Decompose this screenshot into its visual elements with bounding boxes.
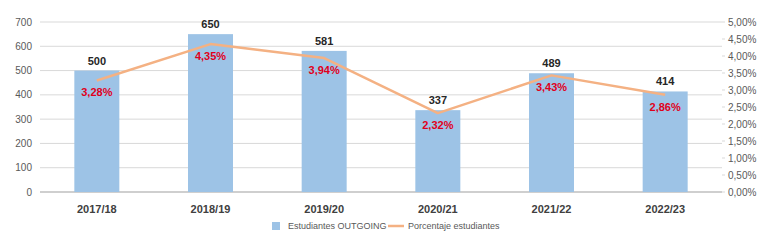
grid-line xyxy=(40,46,722,47)
legend-label: Estudiantes OUTGOING xyxy=(288,221,387,231)
bar xyxy=(529,73,574,192)
y2-tick xyxy=(722,73,725,74)
x-tick-label: 2018/19 xyxy=(191,203,231,215)
bar xyxy=(302,51,347,192)
line-label: 2,32% xyxy=(422,119,453,131)
y-tick-label: 700 xyxy=(15,17,32,28)
y-tick-label: 0 xyxy=(26,187,32,198)
x-tick-label: 2020/21 xyxy=(418,203,458,215)
y-tick-label: 200 xyxy=(15,138,32,149)
bar-label: 500 xyxy=(88,55,106,67)
plot-area xyxy=(74,34,687,192)
y2-tick-label: 1,50% xyxy=(728,136,756,147)
grid-line xyxy=(40,22,722,23)
labels: 500 650 581 337 489 414 3,28% 4,35% 3,94% 2,32% 3,… xyxy=(81,18,681,131)
line-label: 3,28% xyxy=(81,86,112,98)
x-tick-label: 2019/20 xyxy=(304,203,344,215)
y2-tick-label: 3,00% xyxy=(728,85,756,96)
y2-tick-label: 2,50% xyxy=(728,102,756,113)
bar xyxy=(643,91,688,192)
line-label: 3,94% xyxy=(309,64,340,76)
y2-tick xyxy=(722,107,725,108)
y2-tick-label: 4,00% xyxy=(728,51,756,62)
y2-tick xyxy=(722,141,725,142)
grid-line xyxy=(40,70,722,71)
legend-swatch xyxy=(272,222,280,230)
chart: 0 100 200 300 400 500 600 700 0,00% 0,50% 1,00% 1,5… xyxy=(0,0,770,236)
bar xyxy=(415,110,460,192)
grid-line xyxy=(40,94,722,95)
legend: Estudiantes OUTGOING Porcentaje estudiant… xyxy=(272,221,500,231)
y-tick-label: 400 xyxy=(15,89,32,100)
grid-line xyxy=(40,167,722,168)
legend-label: Porcentaje estudiantes xyxy=(408,221,500,231)
y2-tick-label: 0,00% xyxy=(728,187,756,198)
grid-line xyxy=(40,119,722,120)
y2-tick xyxy=(722,90,725,91)
y2-tick xyxy=(722,39,725,40)
y-tick-label: 300 xyxy=(15,114,32,125)
y2-tick xyxy=(722,158,725,159)
y-tick-label: 600 xyxy=(15,41,32,52)
y2-tick-label: 3,50% xyxy=(728,68,756,79)
x-axis xyxy=(40,192,722,193)
y2-tick-label: 4,50% xyxy=(728,34,756,45)
y2-tick xyxy=(722,22,725,23)
bar-label: 489 xyxy=(542,57,560,69)
bar-label: 414 xyxy=(656,75,675,87)
y2-tick-label: 5,00% xyxy=(728,17,756,28)
bar-label: 337 xyxy=(429,94,447,106)
y2-tick xyxy=(722,192,725,193)
x-tick-label: 2021/22 xyxy=(532,203,572,215)
x-tick-label: 2022/23 xyxy=(645,203,685,215)
bar-label: 650 xyxy=(201,18,219,30)
grid-line xyxy=(40,192,722,193)
grid-line xyxy=(40,143,722,144)
x-tick-label: 2017/18 xyxy=(77,203,117,215)
y2-tick-label: 0,50% xyxy=(728,170,756,181)
y2-tick xyxy=(722,56,725,57)
y-tick-label: 100 xyxy=(15,162,32,173)
legend-swatch xyxy=(388,225,404,228)
line-label: 4,35% xyxy=(195,50,226,62)
line-label: 3,43% xyxy=(536,81,567,93)
bar-label: 581 xyxy=(315,35,333,47)
y2-tick xyxy=(722,124,725,125)
bar xyxy=(188,34,233,192)
y2-tick-label: 2,00% xyxy=(728,119,756,130)
y2-tick-label: 1,00% xyxy=(728,153,756,164)
line-label: 2,86% xyxy=(650,101,681,113)
line xyxy=(97,44,665,113)
y2-tick xyxy=(722,175,725,176)
y-tick-label: 500 xyxy=(15,65,32,76)
bar xyxy=(74,71,119,192)
